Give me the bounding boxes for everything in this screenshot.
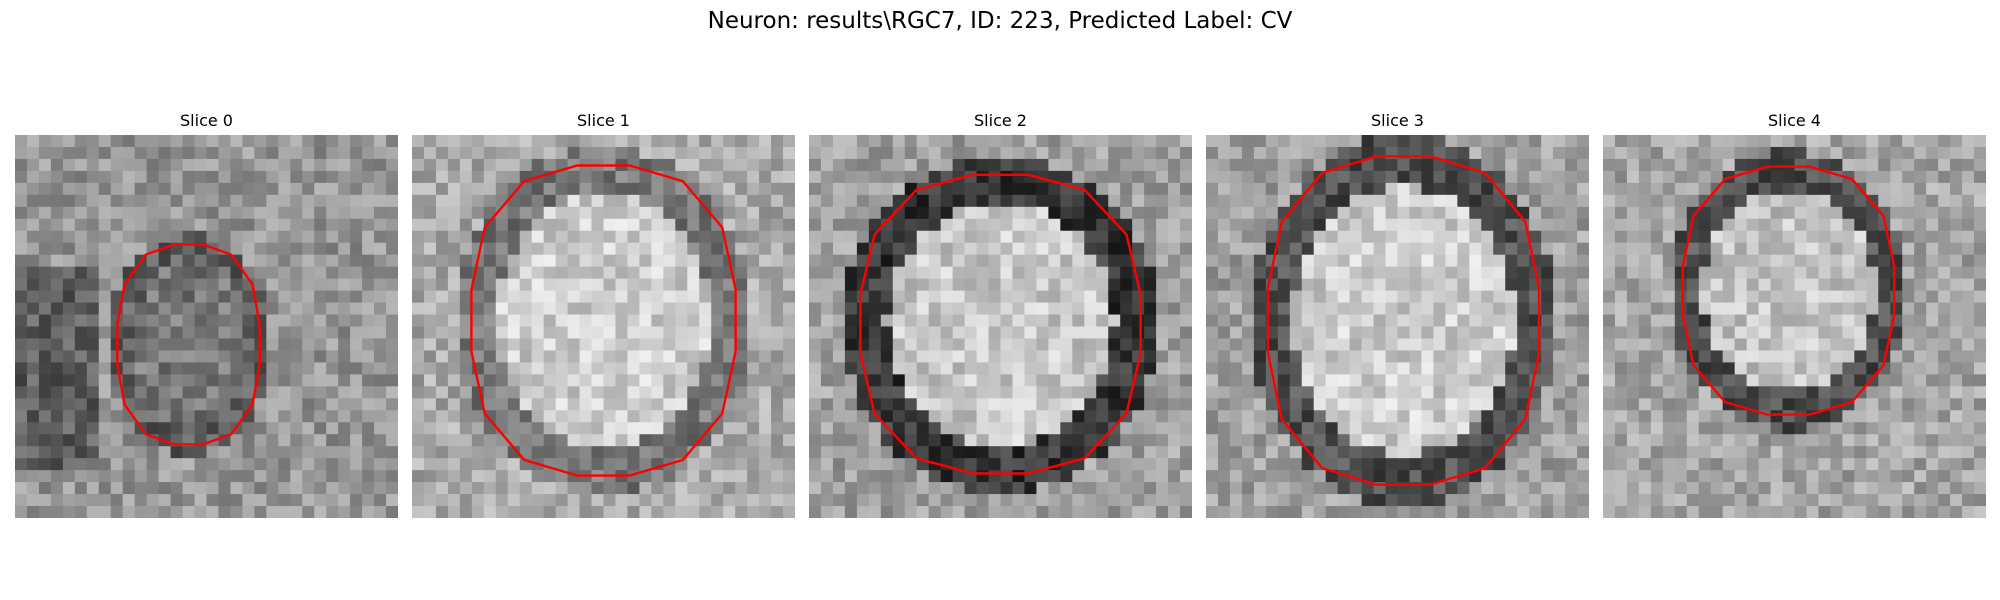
- pixel-grid: [1206, 135, 1589, 518]
- slice-panel-0: Slice 0: [15, 110, 398, 518]
- slice-image: [412, 135, 795, 518]
- slice-title: Slice 4: [1768, 111, 1821, 130]
- pixel-grid: [412, 135, 795, 518]
- pixel-grid: [15, 135, 398, 518]
- slice-image: [1603, 135, 1986, 518]
- segmentation-contour: [116, 243, 261, 446]
- pixel-grid: [809, 135, 1192, 518]
- slice-panel-1: Slice 1: [412, 110, 795, 518]
- slice-image: [809, 135, 1192, 518]
- pixel-grid: [1603, 135, 1986, 518]
- slice-title: Slice 0: [180, 111, 233, 130]
- slice-image: [15, 135, 398, 518]
- slice-title: Slice 1: [577, 111, 630, 130]
- segmentation-contour: [470, 164, 737, 477]
- slice-panel-2: Slice 2: [809, 110, 1192, 518]
- slice-panel-3: Slice 3: [1206, 110, 1589, 518]
- segmentation-contour: [1266, 155, 1541, 486]
- figure-title: Neuron: results\RGC7, ID: 223, Predicted…: [707, 8, 1293, 34]
- slice-image: [1206, 135, 1589, 518]
- segmentation-contour: [1681, 165, 1896, 416]
- segmentation-contour: [859, 173, 1142, 475]
- slice-title: Slice 3: [1371, 111, 1424, 130]
- slice-title: Slice 2: [974, 111, 1027, 130]
- slice-panel-4: Slice 4: [1603, 110, 1986, 518]
